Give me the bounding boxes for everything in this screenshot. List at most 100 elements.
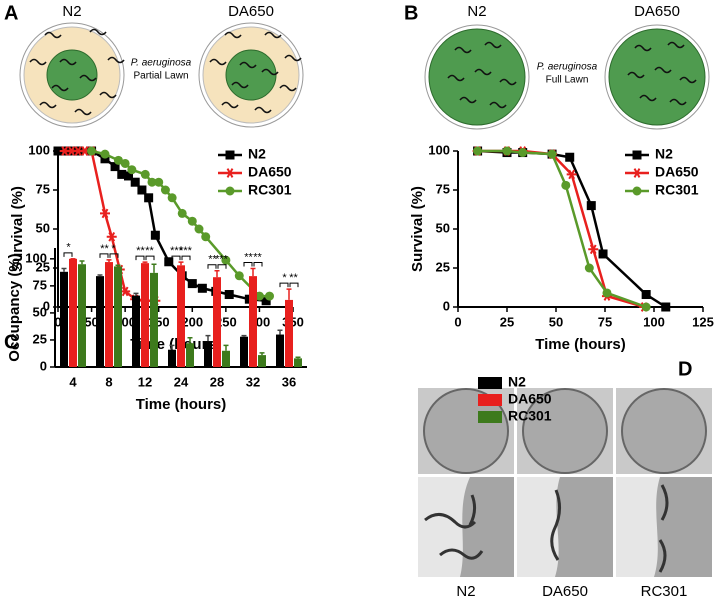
worm — [454, 46, 472, 54]
marker — [127, 165, 137, 175]
x-tick-label: 32 — [246, 374, 260, 389]
legend-swatch — [478, 394, 502, 406]
legend-marker — [225, 186, 235, 196]
significance-bracket — [207, 264, 217, 269]
marker — [73, 146, 84, 156]
legend-label: RC301 — [655, 182, 699, 198]
strain-label: DA650 — [542, 583, 588, 600]
marker — [160, 185, 170, 195]
significance-label: ** — [100, 243, 109, 255]
lawn-label: Full Lawn — [546, 75, 589, 86]
significance-label: * — [66, 242, 71, 254]
bar — [141, 263, 149, 367]
x-tick-label: 50 — [549, 314, 563, 329]
x-tick-label: 8 — [105, 374, 112, 389]
worm — [639, 94, 657, 102]
marker — [177, 208, 187, 218]
marker — [130, 177, 140, 187]
error-bar — [151, 263, 157, 273]
bar — [213, 277, 221, 367]
lawn-edge — [555, 477, 613, 577]
worm — [209, 58, 227, 66]
legend-marker — [632, 168, 642, 178]
panel-label: B — [404, 2, 418, 24]
significance-label: ** — [145, 245, 154, 257]
worm — [44, 31, 62, 39]
significance-label: ** — [253, 251, 262, 263]
lawn-label: P. aeruginosa — [131, 58, 192, 69]
worm — [254, 106, 272, 114]
bar — [276, 334, 284, 367]
bar — [60, 271, 68, 367]
strain-label: N2 — [456, 583, 475, 600]
error-bar — [106, 259, 112, 263]
y-tick-label: 0 — [40, 358, 47, 373]
y-tick-label: 75 — [33, 277, 47, 292]
x-tick-label: 125 — [692, 314, 714, 329]
marker — [124, 171, 133, 181]
marker — [167, 193, 177, 203]
worm — [447, 74, 465, 82]
marker — [106, 231, 117, 242]
worm — [224, 31, 242, 39]
bar — [240, 336, 248, 367]
marker — [120, 286, 131, 297]
bar — [222, 350, 230, 367]
marker — [473, 146, 483, 156]
worm — [74, 108, 92, 116]
marker — [221, 255, 231, 265]
marker — [113, 155, 123, 165]
error-bar — [277, 329, 283, 335]
x-axis-label: Time (hours) — [136, 396, 227, 413]
legend-label: N2 — [248, 146, 266, 162]
worm — [658, 484, 669, 573]
legend-marker — [632, 186, 642, 196]
error-bar — [241, 334, 247, 337]
error-bar — [214, 269, 220, 278]
significance-bracket — [99, 253, 109, 258]
significance-label: ** — [136, 245, 145, 257]
error-bar — [115, 264, 121, 267]
marker — [147, 177, 157, 187]
worm — [107, 56, 125, 64]
marker — [187, 279, 197, 289]
y-tick-label: 50 — [33, 304, 47, 319]
worm — [667, 41, 685, 49]
significance-label: ** — [208, 254, 217, 266]
y-tick-label: 75 — [436, 181, 450, 196]
y-tick-label: 25 — [33, 331, 47, 346]
significance-bracket — [243, 262, 253, 267]
significance-label: *** — [179, 245, 193, 257]
y-axis-label: Occupancy (%) — [6, 253, 23, 361]
significance-bracket — [135, 255, 145, 261]
x-tick-label: 24 — [174, 374, 189, 389]
bar — [177, 265, 185, 367]
error-bar — [79, 260, 85, 265]
marker — [565, 152, 575, 162]
marker — [641, 302, 651, 312]
legend-label: DA650 — [248, 164, 292, 180]
error-bar — [223, 344, 229, 351]
legend-swatch — [478, 411, 502, 423]
significance-bracket — [63, 252, 73, 257]
x-tick-label: 200 — [181, 314, 203, 329]
significance-bracket — [217, 264, 227, 269]
bar — [150, 272, 158, 367]
legend-label: RC301 — [248, 182, 292, 198]
bar — [69, 258, 77, 367]
significance-bracket — [181, 255, 191, 261]
marker — [154, 177, 164, 187]
significance-bracket — [253, 262, 263, 267]
significance-label: * — [111, 243, 116, 255]
strain-label: RC301 — [641, 583, 688, 600]
worm — [39, 101, 57, 109]
marker — [584, 263, 594, 273]
significance-label: *** — [215, 254, 229, 266]
image-plate — [522, 388, 608, 474]
worm — [51, 84, 69, 92]
marker — [224, 290, 234, 300]
worm — [79, 74, 97, 82]
marker — [140, 169, 150, 179]
